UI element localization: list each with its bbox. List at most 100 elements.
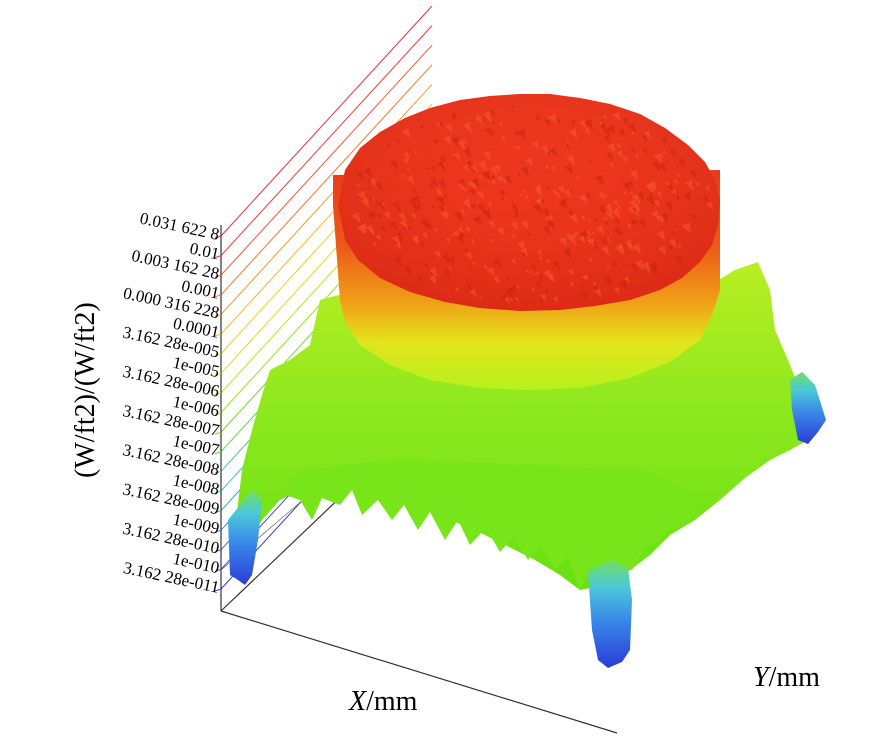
z-tick-mark (214, 451, 222, 455)
plateau-speck (433, 138, 438, 145)
plateau-speck (360, 223, 368, 233)
plateau-speck (594, 174, 605, 186)
plateau-speck (515, 145, 521, 152)
plateau-speck (605, 204, 613, 213)
plateau-speck (357, 190, 367, 203)
plateau-speck (541, 145, 549, 154)
plateau-speck (465, 251, 473, 261)
plateau-speck (691, 183, 695, 188)
y-axis-unit: /mm (769, 662, 821, 693)
x-axis-var: X (348, 686, 367, 717)
plateau-speck (500, 196, 505, 202)
plateau-speck (643, 130, 651, 140)
plateau-speck (611, 207, 621, 220)
plateau-speck (559, 198, 568, 209)
plateau-speck (704, 185, 710, 193)
plateau-speck (571, 233, 577, 240)
z-tick-mark (214, 274, 222, 278)
plateau-speck (476, 202, 486, 214)
plateau-speck (587, 257, 593, 263)
plateau-speck (380, 225, 386, 233)
plateau-speck (540, 293, 547, 302)
plateau-speck (656, 214, 665, 224)
plateau-speck (401, 128, 411, 139)
plateau-speck (622, 117, 629, 125)
plateau-speck (525, 157, 534, 168)
plateau-speck (481, 170, 491, 182)
plateau-speck (599, 122, 606, 132)
plateau-speck (476, 190, 485, 200)
plateau-speck (466, 160, 473, 168)
plateau-speck (610, 260, 618, 269)
plateau-speck (400, 174, 405, 180)
plateau-speck (429, 177, 438, 188)
plateau-speck (407, 225, 412, 231)
plateau-texture (351, 104, 714, 305)
plateau-speck (402, 151, 410, 161)
plateau-speck (653, 152, 662, 163)
plateau-speck (587, 219, 592, 225)
plateau-speck (490, 130, 495, 136)
plateau-speck (649, 192, 653, 197)
plateau-speck (562, 247, 572, 260)
plateau-speck (429, 183, 434, 189)
plateau-speck (447, 266, 452, 271)
plateau-speck (406, 167, 410, 172)
plateau-speck (546, 151, 551, 157)
plateau-speck (563, 162, 573, 175)
plateau-speck (629, 190, 634, 196)
plateau-speck (399, 218, 409, 231)
plateau-speck (398, 212, 406, 222)
plateau-speck (616, 142, 622, 149)
plateau-speck (604, 220, 609, 227)
plateau-speck (592, 281, 597, 287)
plateau-speck (438, 121, 444, 128)
plateau-speck (442, 253, 450, 264)
plateau-speck (578, 235, 586, 244)
plateau-speck (690, 213, 696, 220)
plateau-speck (569, 213, 578, 225)
plateau-speck (683, 191, 693, 204)
plateau-speck (574, 231, 579, 237)
plateau-speck (605, 264, 610, 270)
z-tick-mark (214, 431, 222, 435)
plateau-speck (635, 259, 644, 271)
plateau-speck (627, 206, 635, 215)
z-tick-mark (214, 510, 222, 514)
plateau-speck (462, 198, 472, 210)
plateau-speck (403, 226, 407, 231)
plateau-speck (547, 214, 554, 223)
plateau-speck (386, 143, 391, 149)
plateau-speck (489, 166, 498, 176)
plateau-speck (511, 204, 519, 214)
z-tick-mark (214, 412, 222, 415)
plateau-speck (622, 191, 627, 197)
plateau-speck (535, 272, 544, 283)
plateau-speck (564, 189, 572, 199)
plateau-speck (531, 287, 535, 293)
plateau-speck (486, 200, 492, 208)
surface-fringe (262, 460, 700, 590)
plateau-speck (483, 150, 492, 161)
plateau-speck (607, 124, 615, 135)
plateau-speck (513, 215, 518, 220)
plateau-speck (368, 228, 375, 237)
plateau-speck (412, 194, 421, 206)
plateau-speck (520, 160, 525, 166)
plateau-speck (567, 234, 577, 246)
plateau-speck (630, 131, 635, 137)
plateau-speck (552, 260, 561, 270)
plateau-speck (439, 209, 449, 221)
plateau-speck (601, 245, 610, 256)
plateau-speck (541, 207, 550, 218)
plateau-speck (389, 159, 399, 171)
plateau-speck (370, 211, 376, 219)
plateau-speck (694, 181, 700, 188)
plateau-speck (538, 256, 543, 262)
plateau-speck (370, 196, 376, 204)
plateau-speck (530, 264, 536, 272)
plateau-speck (450, 136, 461, 148)
plateau-speck (509, 298, 513, 303)
plateau-speck (416, 203, 422, 211)
plateau-speck (628, 122, 637, 134)
